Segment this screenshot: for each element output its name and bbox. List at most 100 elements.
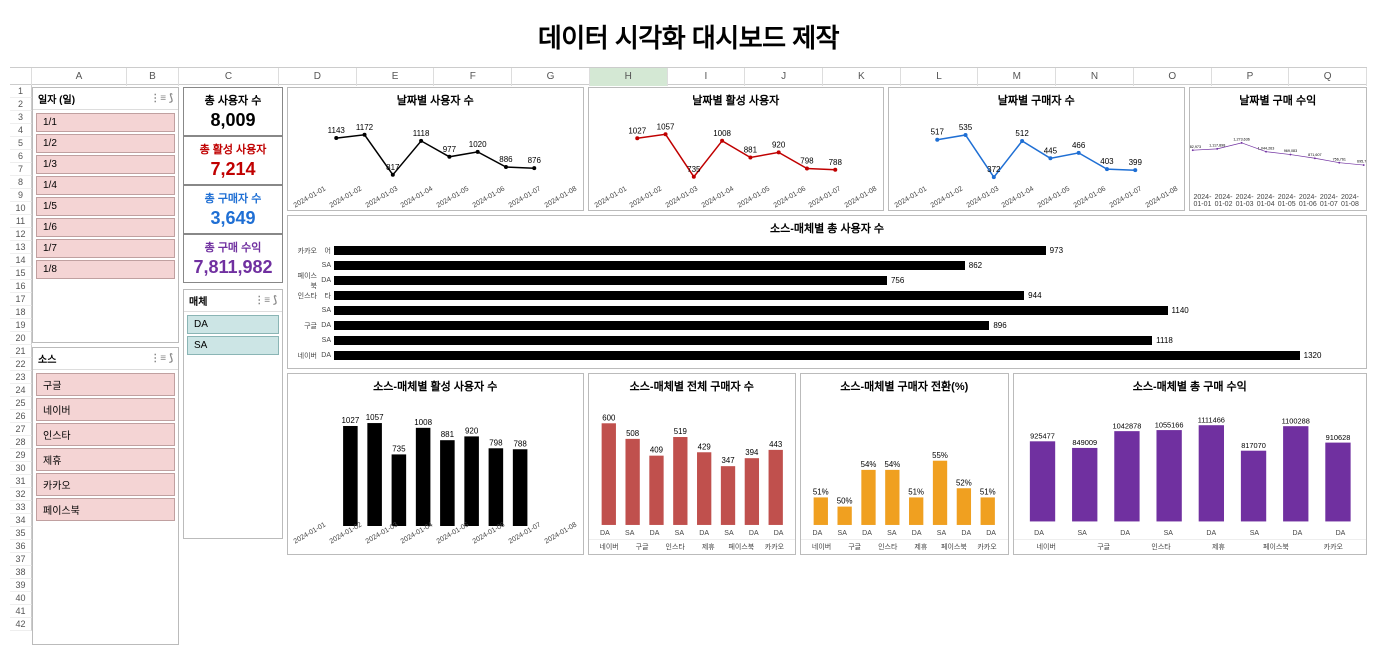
row-header[interactable]: 27 [10, 423, 32, 436]
row-header[interactable]: 17 [10, 293, 32, 306]
column-header[interactable]: C [179, 68, 279, 86]
column-header[interactable] [10, 68, 32, 86]
column-header[interactable]: M [978, 68, 1056, 86]
multiselect-icon[interactable]: ⋮≡ [150, 353, 166, 364]
column-header[interactable]: B [127, 68, 179, 86]
slicer-item[interactable]: 1/6 [36, 218, 175, 237]
row-header[interactable]: 42 [10, 618, 32, 631]
row-header[interactable]: 12 [10, 228, 32, 241]
row-header[interactable]: 14 [10, 254, 32, 267]
row-header[interactable]: 19 [10, 319, 32, 332]
column-header[interactable]: P [1212, 68, 1290, 86]
slicer-item[interactable]: 1/3 [36, 155, 175, 174]
clear-filter-icon[interactable]: ⟆ [169, 353, 173, 364]
row-header[interactable]: 9 [10, 189, 32, 202]
row-header[interactable]: 13 [10, 241, 32, 254]
svg-text:788: 788 [828, 158, 842, 167]
row-header[interactable]: 18 [10, 306, 32, 319]
row-header[interactable]: 1 [10, 85, 32, 98]
column-header[interactable]: E [357, 68, 435, 86]
row-header[interactable]: 23 [10, 371, 32, 384]
row-header[interactable]: 22 [10, 358, 32, 371]
bar-chart[interactable]: 소스-매체별 총 구매 수익 9254778490091042878105516… [1013, 373, 1367, 555]
row-header[interactable]: 7 [10, 163, 32, 176]
line-chart[interactable]: 날짜별 구매자 수 517535372512445466403399 2024-… [888, 87, 1185, 211]
column-header[interactable]: O [1134, 68, 1212, 86]
slicer-media-title: 매체 [189, 293, 207, 308]
slicer-item[interactable]: 1/2 [36, 134, 175, 153]
row-header[interactable]: 10 [10, 202, 32, 215]
slicer-item[interactable]: 1/7 [36, 239, 175, 258]
column-header[interactable]: K [823, 68, 901, 86]
column-header[interactable]: H [590, 68, 668, 86]
row-header[interactable]: 36 [10, 540, 32, 553]
row-header[interactable]: 8 [10, 176, 32, 189]
row-header[interactable]: 33 [10, 501, 32, 514]
svg-text:409: 409 [649, 446, 662, 455]
row-header[interactable]: 15 [10, 267, 32, 280]
row-header[interactable]: 32 [10, 488, 32, 501]
slicer-date[interactable]: 일자 (일) ⋮≡ ⟆ 1/1 1/2 1/3 1/4 1/5 1/6 1/7 1/8 [32, 87, 179, 343]
column-header[interactable]: G [512, 68, 590, 86]
row-header[interactable]: 38 [10, 566, 32, 579]
row-header[interactable]: 35 [10, 527, 32, 540]
row-header[interactable]: 6 [10, 150, 32, 163]
slicer-item[interactable]: 제휴 [36, 448, 175, 471]
column-header[interactable]: F [434, 68, 512, 86]
line-chart[interactable]: 날짜별 사용자 수 1143117281711189771020886876 2… [287, 87, 584, 211]
row-header[interactable]: 34 [10, 514, 32, 527]
column-header[interactable]: D [279, 68, 357, 86]
row-header[interactable]: 31 [10, 475, 32, 488]
column-header[interactable]: J [745, 68, 823, 86]
slicer-item[interactable]: 1/5 [36, 197, 175, 216]
svg-text:1057: 1057 [366, 413, 384, 422]
slicer-date-title: 일자 (일) [38, 91, 75, 106]
slicer-item[interactable]: 인스타 [36, 423, 175, 446]
row-header[interactable]: 21 [10, 345, 32, 358]
multiselect-icon[interactable]: ⋮≡ [150, 93, 166, 104]
slicer-item[interactable]: DA [187, 315, 279, 334]
bar-chart[interactable]: 소스-매체별 전체 구매자 수 600508409519429347394443… [588, 373, 797, 555]
column-header[interactable]: L [901, 68, 979, 86]
column-header[interactable]: A [32, 68, 127, 86]
column-header[interactable]: Q [1289, 68, 1367, 86]
bar-chart[interactable]: 소스-매체별 활성 사용자 수 102710577351008881920798… [287, 373, 584, 555]
row-header[interactable]: 29 [10, 449, 32, 462]
row-header[interactable]: 39 [10, 579, 32, 592]
row-header[interactable]: 26 [10, 410, 32, 423]
slicer-item[interactable]: 1/8 [36, 260, 175, 279]
slicer-item[interactable]: 페이스북 [36, 498, 175, 521]
slicer-item[interactable]: 구글 [36, 373, 175, 396]
bar-chart[interactable]: 소스-매체별 구매자 전환(%) 51%50%54%54%51%55%52%51… [800, 373, 1009, 555]
multiselect-icon[interactable]: ⋮≡ [254, 295, 270, 306]
line-chart[interactable]: 날짜별 활성 사용자 102710577351008881920798788 2… [588, 87, 885, 211]
column-header[interactable]: N [1056, 68, 1134, 86]
row-header[interactable]: 20 [10, 332, 32, 345]
slicer-item[interactable]: SA [187, 336, 279, 355]
row-header[interactable]: 40 [10, 592, 32, 605]
row-header[interactable]: 16 [10, 280, 32, 293]
line-chart[interactable]: 날짜별 구매 수익 1,082,9731,117,8981,273,6361,0… [1189, 87, 1368, 211]
row-header[interactable]: 25 [10, 397, 32, 410]
row-header[interactable]: 5 [10, 137, 32, 150]
row-header[interactable]: 4 [10, 124, 32, 137]
row-header[interactable]: 30 [10, 462, 32, 475]
row-header[interactable]: 11 [10, 215, 32, 228]
slicer-item[interactable]: 카카오 [36, 473, 175, 496]
clear-filter-icon[interactable]: ⟆ [273, 295, 277, 306]
row-header[interactable]: 37 [10, 553, 32, 566]
slicer-item[interactable]: 1/4 [36, 176, 175, 195]
row-header[interactable]: 24 [10, 384, 32, 397]
slicer-item[interactable]: 1/1 [36, 113, 175, 132]
slicer-item[interactable]: 네이버 [36, 398, 175, 421]
clear-filter-icon[interactable]: ⟆ [169, 93, 173, 104]
hbar-row: 페이스북 DA 756 [296, 274, 1358, 287]
hbar-chart[interactable]: 소스-매체별 총 사용자 수 카카오 어 973 SA 862페이스북 DA 7… [287, 215, 1367, 369]
column-header[interactable]: I [668, 68, 746, 86]
row-header[interactable]: 3 [10, 111, 32, 124]
row-header[interactable]: 41 [10, 605, 32, 618]
slicer-media[interactable]: 매체 ⋮≡ ⟆ DA SA [183, 289, 283, 539]
row-header[interactable]: 28 [10, 436, 32, 449]
row-header[interactable]: 2 [10, 98, 32, 111]
slicer-source[interactable]: 소스 ⋮≡ ⟆ 구글네이버인스타제휴카카오페이스북 [32, 347, 179, 645]
